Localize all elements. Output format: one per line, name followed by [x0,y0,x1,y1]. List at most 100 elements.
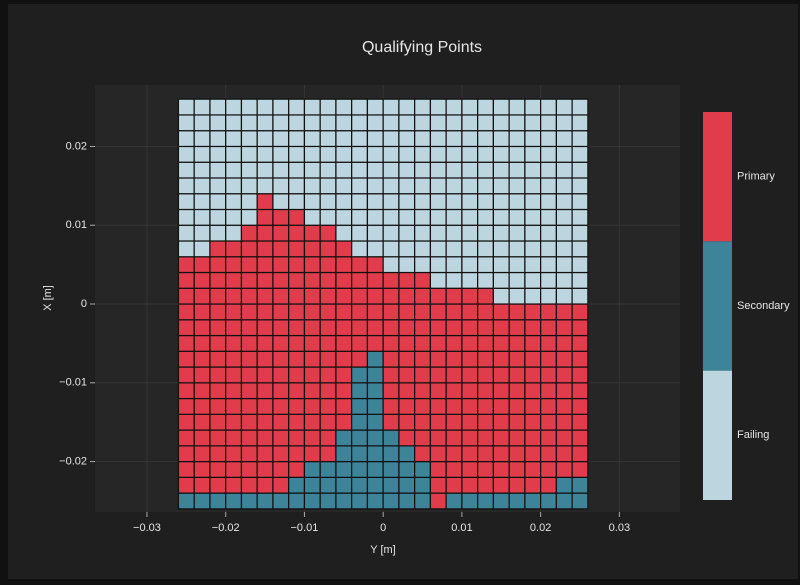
heatmap-cell [225,145,243,163]
heatmap-cell [461,460,479,478]
heatmap-cell [492,413,510,431]
heatmap-cell [366,350,384,368]
heatmap-cell [429,319,447,337]
heatmap-cell [571,193,589,211]
heatmap-cell [492,256,510,274]
heatmap-cell [288,240,306,258]
heatmap-cell [288,114,306,132]
heatmap-cell [445,413,463,431]
heatmap-cell [319,98,337,116]
heatmap-cell [445,445,463,463]
heatmap-cell [256,413,274,431]
heatmap-cell [445,130,463,148]
heatmap-cell [303,366,321,384]
heatmap-cell [335,145,353,163]
heatmap-cell [508,208,526,226]
heatmap-cell [335,350,353,368]
heatmap-cell [508,303,526,321]
heatmap-cell [429,161,447,179]
heatmap-cell [209,492,227,510]
heatmap-cell [445,114,463,132]
heatmap-cell [288,287,306,305]
heatmap-cell [193,130,211,148]
heatmap-cell [492,397,510,415]
heatmap-cell [288,319,306,337]
heatmap-cell [461,177,479,195]
heatmap-cell [382,460,400,478]
heatmap-cell [256,224,274,242]
heatmap-cell [492,98,510,116]
heatmap-cell [477,445,494,463]
heatmap-cell [366,271,384,289]
heatmap-cell [555,460,573,478]
heatmap-cell [461,224,479,242]
heatmap-cell [524,413,542,431]
heatmap-cell [272,476,290,494]
y-tick-label: 0.01 [66,219,87,231]
heatmap-cell [461,240,479,258]
x-tick-label: 0.03 [609,522,630,534]
heatmap-cell [398,208,416,226]
heatmap-cell [477,476,494,494]
heatmap-cell [225,224,243,242]
heatmap-cell [177,319,195,337]
heatmap-cell [540,397,557,415]
heatmap-cell [461,413,479,431]
heatmap-cell [414,271,432,289]
heatmap-cell [209,161,227,179]
heatmap-cell [461,319,479,337]
heatmap-cell [366,319,384,337]
heatmap-cell [382,382,400,400]
heatmap-cell [303,413,321,431]
heatmap-cell [540,382,557,400]
heatmap-cell [303,271,321,289]
heatmap-cell [540,287,557,305]
heatmap-cell [445,429,463,447]
heatmap-cell [225,319,243,337]
heatmap-cell [366,240,384,258]
heatmap-cell [225,303,243,321]
heatmap-cell [382,193,400,211]
heatmap-cell [414,492,432,510]
heatmap-cell [256,161,274,179]
heatmap-cell [288,445,306,463]
heatmap-cell [272,114,290,132]
heatmap-cell [272,460,290,478]
heatmap-cell [398,161,416,179]
heatmap-cell [508,429,526,447]
heatmap-cell [240,256,258,274]
heatmap-cell [366,413,384,431]
heatmap-cell [524,319,542,337]
heatmap-cell [288,98,306,116]
heatmap-cell [225,350,243,368]
heatmap-cell [445,161,463,179]
heatmap-cell [272,429,290,447]
heatmap-cell [272,445,290,463]
heatmap-cell [351,445,369,463]
heatmap-cell [240,413,258,431]
heatmap-cell [382,397,400,415]
heatmap-cell [398,492,416,510]
heatmap-cell [492,193,510,211]
heatmap-cell [429,413,447,431]
heatmap-cell [382,177,400,195]
heatmap-cell [272,287,290,305]
heatmap-cell [177,303,195,321]
heatmap-cell [398,224,416,242]
heatmap-cell [555,303,573,321]
heatmap-cell [288,366,306,384]
heatmap-cell [288,413,306,431]
heatmap-cell [319,130,337,148]
heatmap-cell [524,429,542,447]
heatmap-cell [571,145,589,163]
heatmap-cell [209,397,227,415]
heatmap-cell [492,224,510,242]
heatmap-cell [461,271,479,289]
heatmap-cell [429,130,447,148]
heatmap-cell [508,145,526,163]
heatmap-cell [398,177,416,195]
heatmap-cell [177,460,195,478]
heatmap-cell [555,476,573,494]
heatmap-cell [429,445,447,463]
y-tick-label: 0 [81,298,87,310]
